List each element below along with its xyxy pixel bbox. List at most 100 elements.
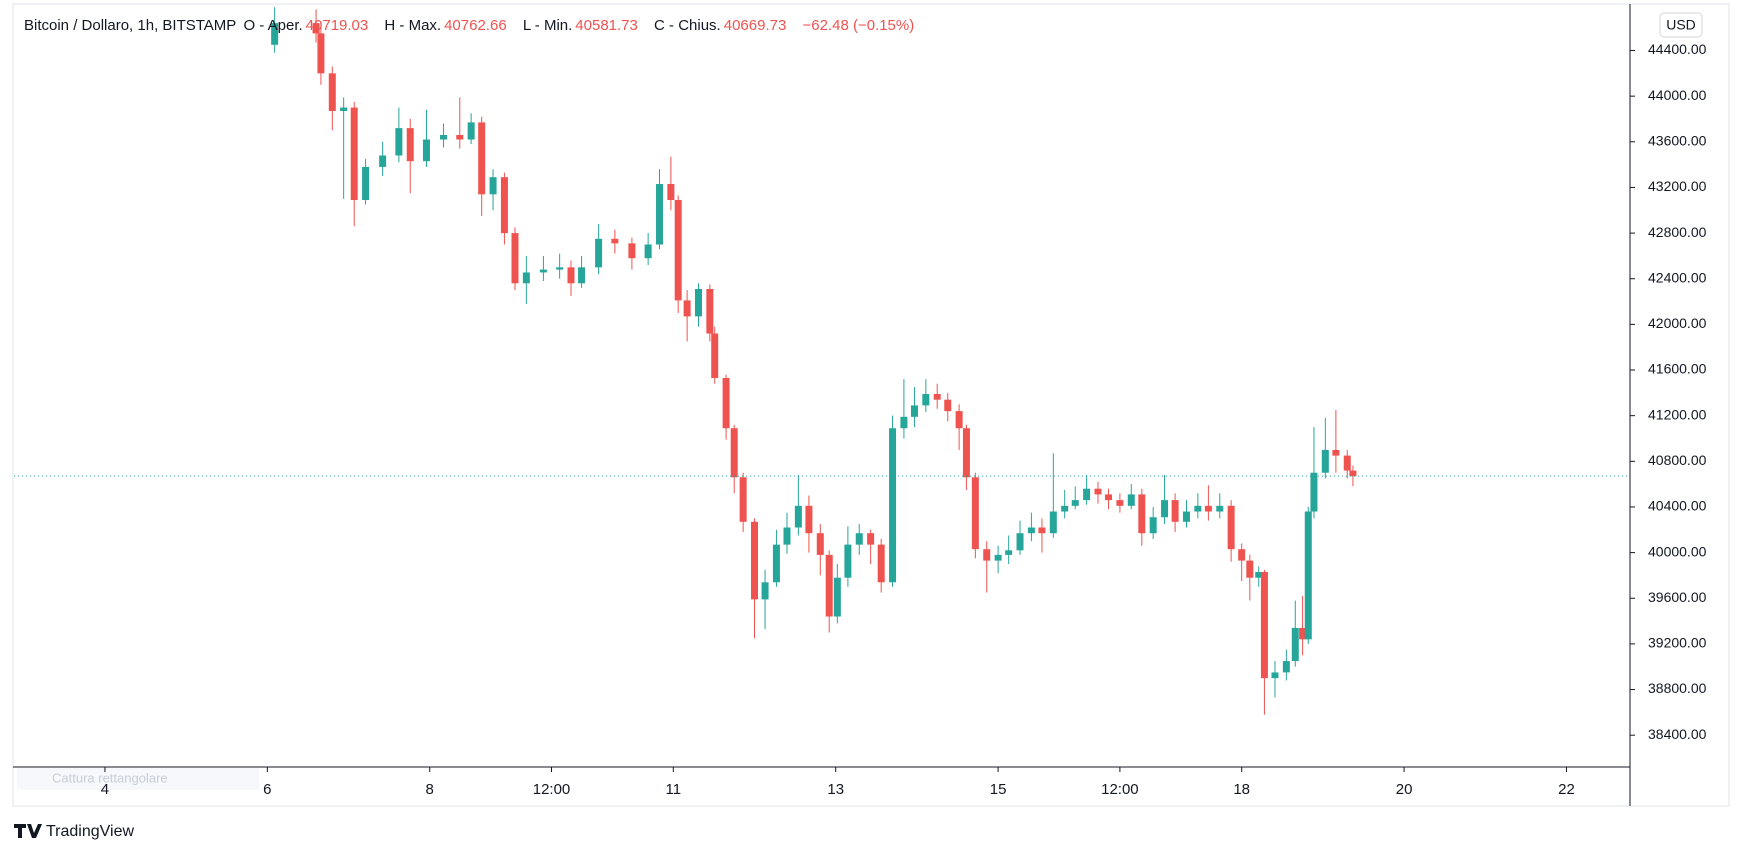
candle-body xyxy=(694,289,702,317)
candle-body xyxy=(722,378,730,429)
y-tick-label: 39600.00 xyxy=(1648,589,1707,605)
y-tick-label: 41600.00 xyxy=(1648,361,1707,377)
close-label: C - Chius. xyxy=(654,17,721,34)
candle-body xyxy=(406,128,414,162)
candle-body xyxy=(962,428,970,478)
y-tick-label: 44000.00 xyxy=(1648,87,1707,103)
candle-body xyxy=(611,238,619,244)
candle-body xyxy=(761,582,769,600)
currency-label[interactable]: USD xyxy=(1666,17,1696,33)
x-tick-label: 13 xyxy=(827,781,844,798)
x-tick-label: 15 xyxy=(990,781,1007,798)
y-tick-label: 43600.00 xyxy=(1648,132,1707,148)
candle-body xyxy=(955,411,963,429)
candle-body xyxy=(816,533,824,555)
candle-body xyxy=(1038,527,1046,534)
candle-body xyxy=(910,405,918,417)
y-tick-label: 42000.00 xyxy=(1648,315,1707,331)
x-tick-label: 20 xyxy=(1396,781,1413,798)
candle-body xyxy=(1343,455,1351,471)
candle-body xyxy=(889,428,897,583)
candle-body xyxy=(1246,560,1254,578)
candle-body xyxy=(440,134,448,140)
candle-body xyxy=(1161,500,1169,518)
candle-body xyxy=(1027,527,1035,534)
candle-body xyxy=(844,544,852,578)
candle-body xyxy=(944,399,952,412)
high-value: 40762.66 xyxy=(444,17,507,34)
currency-box[interactable] xyxy=(1659,12,1703,38)
legend-header: Bitcoin / Dollaro, 1h, BITSTAMP O - Aper… xyxy=(24,17,926,34)
y-tick-label: 43200.00 xyxy=(1648,178,1707,194)
candle-body xyxy=(539,269,547,273)
candle-body xyxy=(1204,505,1212,512)
candle-body xyxy=(1332,449,1340,456)
candle-body xyxy=(1061,505,1069,512)
candle-body xyxy=(1271,672,1279,679)
candle-body xyxy=(772,544,780,583)
candle-body xyxy=(511,233,519,284)
candle-body xyxy=(328,73,336,111)
candle-body xyxy=(644,244,652,259)
candle-body xyxy=(1005,550,1013,555)
y-tick-label: 40000.00 xyxy=(1648,543,1707,559)
candle-body xyxy=(362,166,370,200)
candle-body xyxy=(994,554,1002,561)
low-value: 40581.73 xyxy=(575,17,638,34)
candle-body xyxy=(730,428,738,478)
y-tick-label: 44400.00 xyxy=(1648,41,1707,57)
candle-body xyxy=(711,333,719,379)
candle-body xyxy=(628,243,636,259)
candle-body xyxy=(522,272,530,284)
candle-body xyxy=(683,300,691,317)
x-tick-label: 4 xyxy=(101,781,109,798)
candle-body xyxy=(1255,572,1263,578)
candle-body xyxy=(1227,505,1235,550)
candle-body xyxy=(1094,488,1102,495)
candle-body xyxy=(271,23,279,45)
candle-body xyxy=(805,505,813,534)
candle-body xyxy=(922,393,930,406)
close-value: 40669.73 xyxy=(723,17,787,34)
candle-body xyxy=(833,577,841,617)
candle-body xyxy=(667,184,675,200)
candle-body xyxy=(379,155,387,167)
candle-body xyxy=(1016,533,1024,551)
candle-body xyxy=(1310,472,1318,512)
candle-body xyxy=(656,184,664,245)
candle-body xyxy=(1049,511,1057,534)
y-tick-label: 40800.00 xyxy=(1648,452,1707,468)
candle-body xyxy=(578,267,586,284)
x-tick-label: 18 xyxy=(1233,781,1250,798)
candle-body xyxy=(1304,511,1312,640)
high-label: H - Max. xyxy=(384,17,442,34)
candle-body xyxy=(867,533,875,545)
candle-body xyxy=(350,107,358,200)
candle-body xyxy=(456,134,464,140)
open-value: 40719.03 xyxy=(305,17,369,34)
candle-body xyxy=(312,23,320,34)
y-tick-label: 40400.00 xyxy=(1648,498,1707,514)
brand-logo[interactable] xyxy=(14,824,42,838)
candle-body xyxy=(674,199,682,301)
low-label: L - Min. xyxy=(522,17,573,34)
candle-body xyxy=(739,477,747,522)
candle-body xyxy=(855,533,863,545)
candle-body xyxy=(1299,627,1307,640)
candle-body xyxy=(1182,511,1190,522)
candle-body xyxy=(1083,488,1091,501)
candle-body xyxy=(751,521,759,600)
candle-body xyxy=(1116,500,1124,506)
candle-body xyxy=(1282,661,1290,673)
candle-body xyxy=(317,33,325,74)
change-value: −62.48 (−0.15%) xyxy=(802,17,915,34)
candle-body xyxy=(1127,494,1135,506)
tool-hint-box xyxy=(17,768,259,790)
candle-body xyxy=(467,122,475,140)
brand-name[interactable]: TradingView xyxy=(46,823,134,840)
y-tick-label: 42400.00 xyxy=(1648,269,1707,285)
candle-body xyxy=(933,393,941,400)
symbol: Bitcoin / Dollaro, 1h, BITSTAMP xyxy=(24,17,237,34)
candle-body xyxy=(783,527,791,545)
